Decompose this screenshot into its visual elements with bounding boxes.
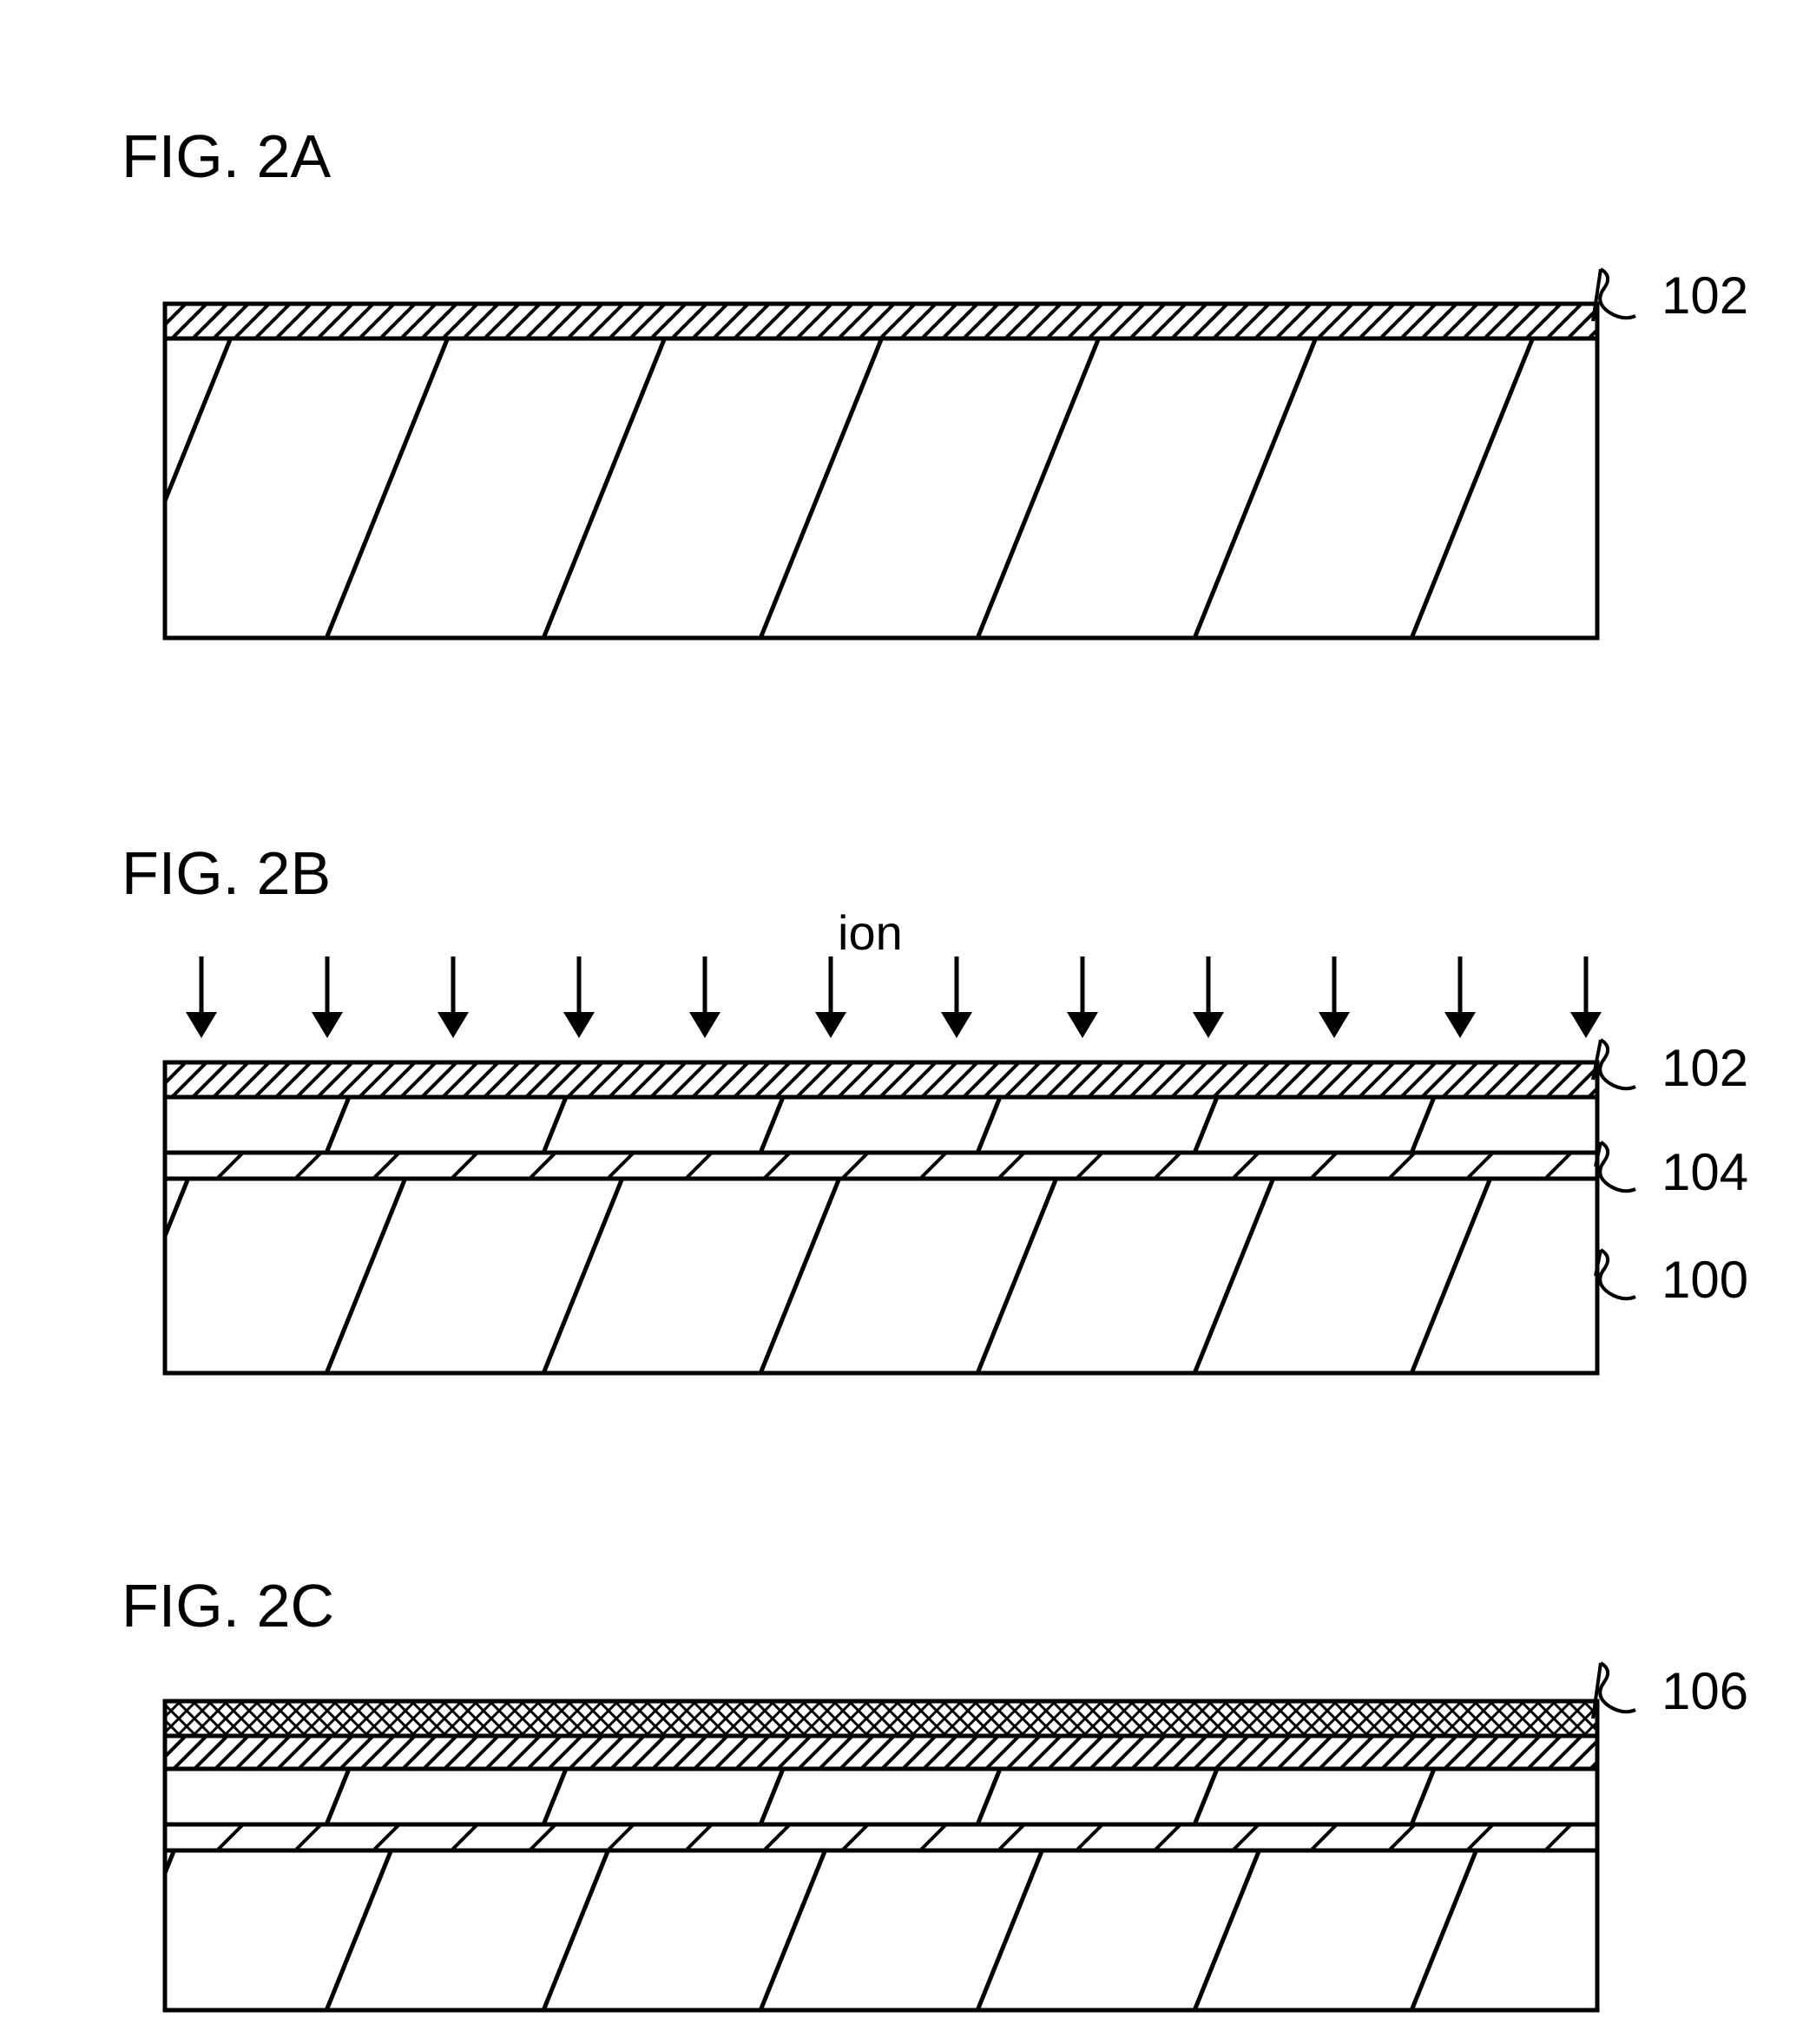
figure-a-substrate bbox=[0, 304, 1816, 673]
figure-b-arrows bbox=[186, 956, 1602, 1038]
figure-b-top-layer bbox=[130, 1062, 1644, 1097]
figure-c-top-thin-layer bbox=[132, 1736, 1644, 1769]
figure-b-embrittlement-layer bbox=[139, 1153, 1649, 1179]
diagram-stage: FIG. 2A FIG. 2B FIG. 2C ion 102 102 104 … bbox=[0, 0, 1816, 2044]
figure-c-embrittlement-layer bbox=[139, 1824, 1649, 1850]
figure-b-substrate bbox=[0, 1144, 1816, 1408]
figure-c-cross-layer bbox=[130, 1701, 1634, 1736]
figure-a-top-layer bbox=[130, 304, 1644, 338]
diagram-svg bbox=[0, 0, 1816, 2044]
